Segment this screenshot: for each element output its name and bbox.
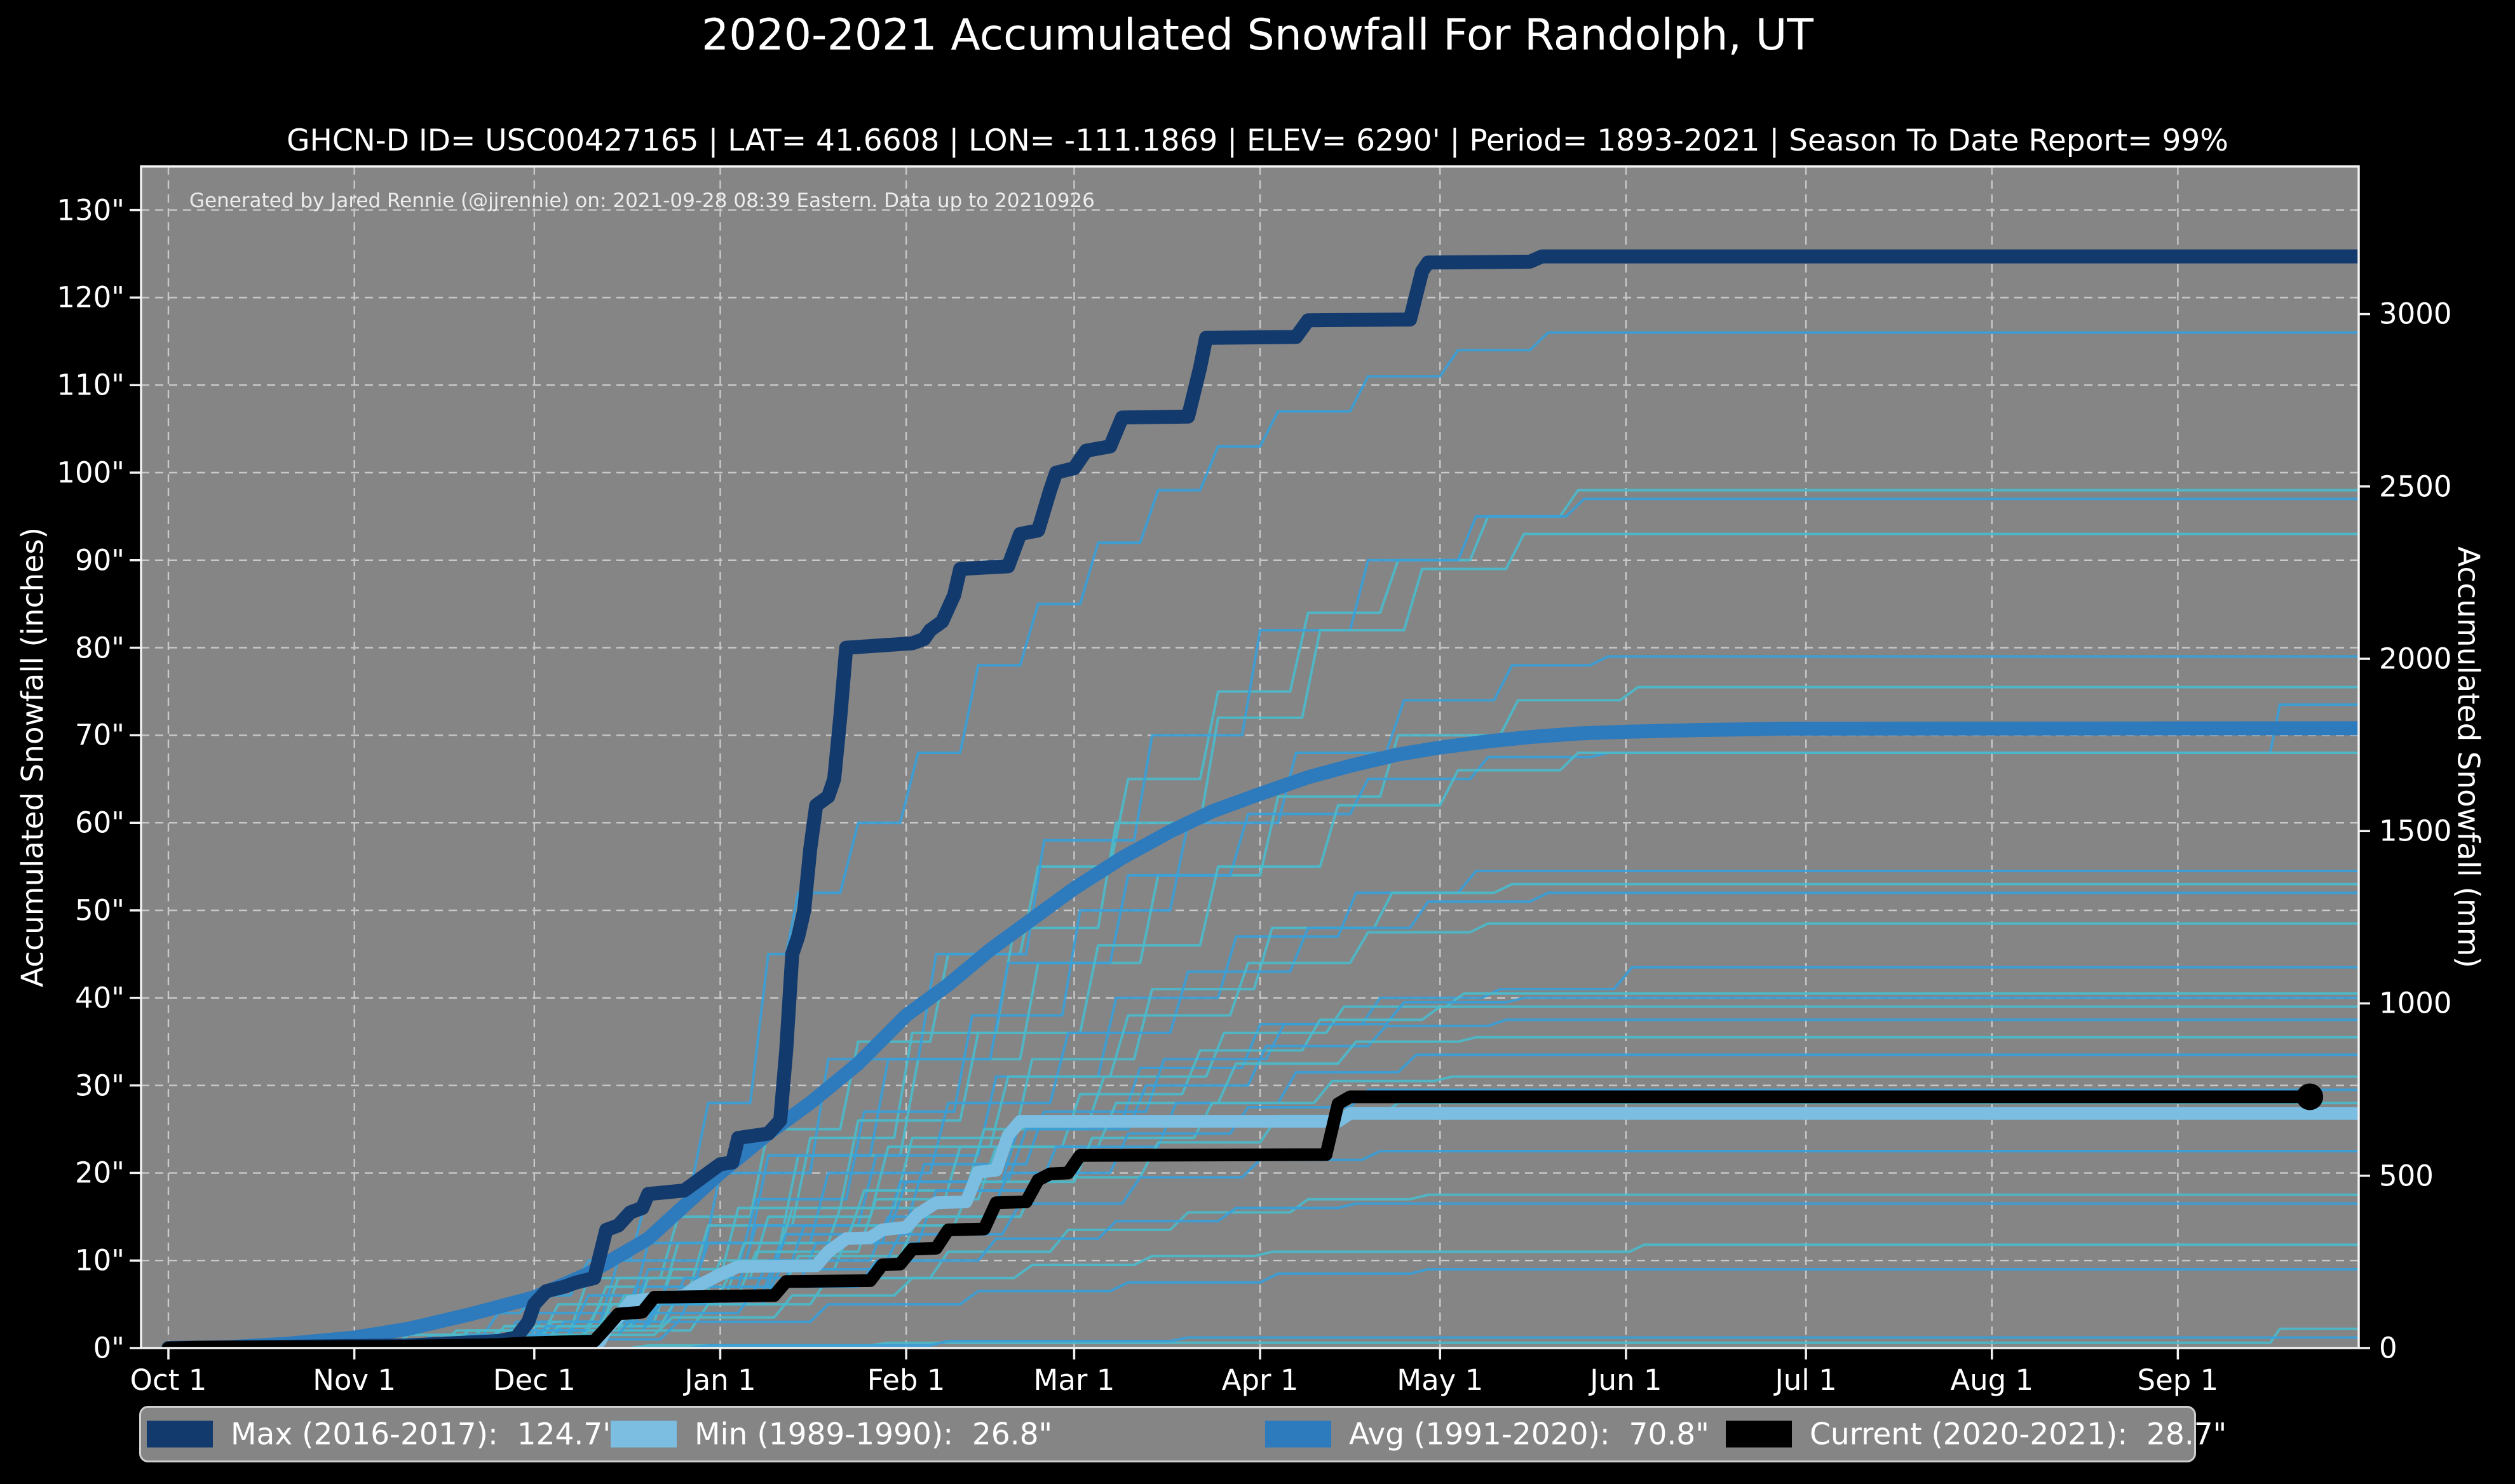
y-left-tick-label: 10" — [75, 1243, 125, 1278]
x-tick-label: Mar 1 — [1033, 1363, 1115, 1397]
y-left-tick-label: 40" — [75, 981, 125, 1015]
x-tick-label: Oct 1 — [130, 1363, 207, 1397]
legend-swatch — [147, 1420, 213, 1448]
background-season-line — [168, 996, 2358, 1348]
background-season-line — [168, 1243, 2358, 1348]
y-right-tick-label: 500 — [2379, 1159, 2434, 1193]
y-left-tick-label: 130" — [57, 193, 125, 227]
y-right-tick-label: 0 — [2379, 1331, 2397, 1365]
legend-item: Current (2020-2021): 28.7" — [1726, 1419, 2227, 1449]
y-left-tick-label: 100" — [57, 455, 125, 490]
x-tick-label: Jul 1 — [1775, 1363, 1837, 1397]
x-tick-label: May 1 — [1397, 1363, 1484, 1397]
y-left-tick-label: 110" — [57, 368, 125, 402]
background-season-line — [168, 497, 2358, 1348]
legend-swatch — [1265, 1420, 1331, 1448]
legend-label: Current (2020-2021): 28.7" — [1810, 1417, 2227, 1452]
plot-spines — [140, 165, 2360, 1349]
y-left-tick-label: 60" — [75, 806, 125, 840]
background-season-line — [168, 1053, 2358, 1348]
y-axis-label-mm: Accumulated Snowfall (mm) — [2450, 546, 2486, 968]
series-line-current-2020-2021- — [162, 1090, 2317, 1348]
y-left-tick-label: 70" — [75, 718, 125, 752]
y-left-tick-label: 0" — [93, 1331, 125, 1365]
chart-title: 2020-2021 Accumulated Snowfall For Rando… — [702, 10, 1813, 60]
x-tick-label: Aug 1 — [1950, 1363, 2034, 1397]
y-right-tick-label: 1000 — [2379, 986, 2452, 1020]
series-lines — [161, 249, 2359, 1348]
y-right-tick-label: 2000 — [2379, 642, 2452, 676]
x-tick-label: Apr 1 — [1221, 1363, 1299, 1397]
background-season-line — [168, 685, 2358, 1348]
y-left-tick-label: 90" — [75, 543, 125, 577]
series-line-max-2016-2017- — [161, 249, 2359, 1348]
x-tick-label: Jun 1 — [1590, 1363, 1662, 1397]
y-left-tick-label: 120" — [57, 280, 125, 314]
legend-item: Min (1989-1990): 26.8" — [611, 1419, 1052, 1449]
x-tick-label: Sep 1 — [2137, 1363, 2219, 1397]
legend-item: Max (2016-2017): 124.7" — [147, 1419, 616, 1449]
y-right-tick-label: 1500 — [2379, 814, 2452, 848]
legend-label: Max (2016-2017): 124.7" — [231, 1417, 616, 1452]
y-right-tick-label: 2500 — [2379, 469, 2452, 504]
legend: Max (2016-2017): 124.7" Min (1989-1990): … — [139, 1406, 2227, 1462]
y-left-tick-label: 80" — [75, 631, 125, 665]
x-tick-label: Dec 1 — [492, 1363, 576, 1397]
y-left-tick-label: 50" — [75, 893, 125, 928]
y-axis-label-inches: Accumulated Snowfall (inches) — [15, 527, 51, 988]
legend-item: Avg (1991-2020): 70.8" — [1265, 1419, 1709, 1449]
chart-subtitle: GHCN-D ID= USC00427165 | LAT= 41.6608 | … — [287, 123, 2228, 158]
y-left-tick-label: 20" — [75, 1156, 125, 1190]
series-line-avg-1991-2020- — [161, 721, 2359, 1348]
legend-swatch — [611, 1420, 677, 1448]
x-tick-label: Nov 1 — [313, 1363, 397, 1397]
y-right-tick-label: 3000 — [2379, 297, 2452, 331]
legend-label: Avg (1991-2020): 70.8" — [1349, 1417, 1709, 1452]
y-left-tick-label: 30" — [75, 1069, 125, 1103]
background-season-line — [168, 891, 2358, 1348]
legend-swatch — [1726, 1420, 1792, 1448]
tick-marks — [130, 208, 2370, 1359]
attribution-text: Generated by Jared Rennie (@jjrennie) on… — [189, 189, 1095, 212]
current-end-dot — [2296, 1083, 2324, 1110]
x-tick-label: Feb 1 — [867, 1363, 946, 1397]
background-season-line — [168, 1327, 2358, 1348]
x-tick-label: Jan 1 — [684, 1363, 756, 1397]
legend-label: Min (1989-1990): 26.8" — [695, 1417, 1053, 1452]
background-season-line — [168, 1193, 2358, 1348]
